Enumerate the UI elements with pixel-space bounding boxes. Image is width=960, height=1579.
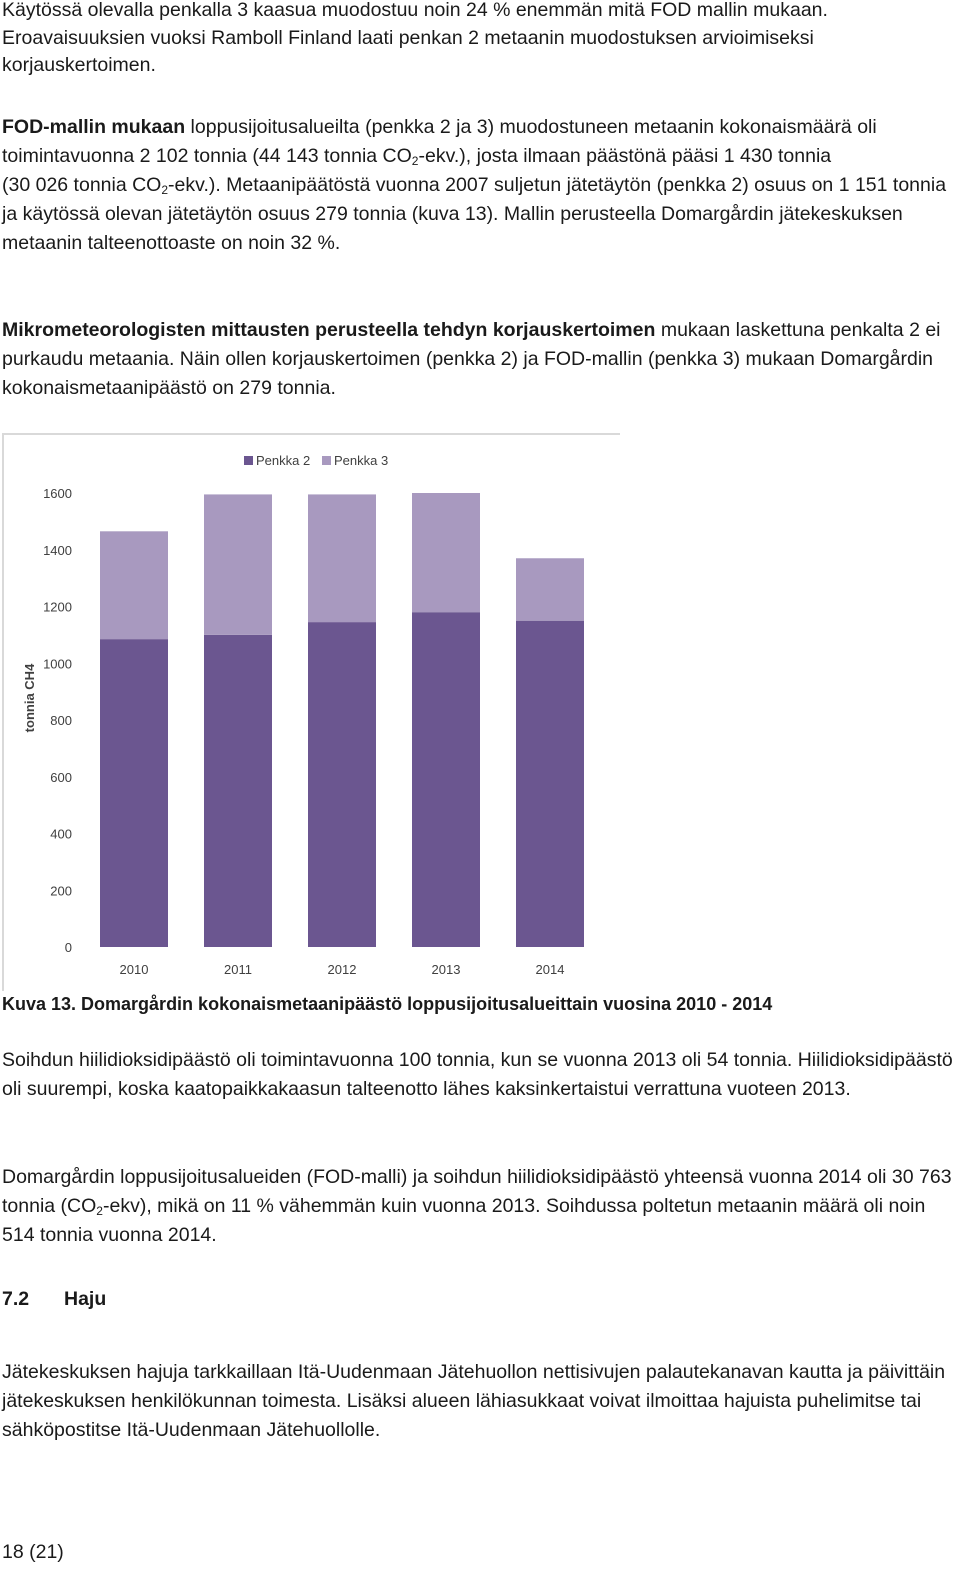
x-tick-label: 2010 [120,962,149,977]
y-tick-label: 200 [50,883,72,898]
x-tick-label: 2014 [536,962,565,977]
methane-chart: 0 200 400 600 800 1000 1200 1400 1600 tonnia CH4 2… [2,433,620,991]
y-tick-label: 1400 [43,543,72,558]
flare-paragraph: Soihdun hiilidioksidipäästö oli toiminta… [2,1049,953,1100]
legend-swatch [322,456,331,465]
intro-line-1: Käytössä olevalla penkalla 3 kaasua muod… [2,0,828,21]
y-tick-label: 1600 [43,486,72,501]
intro-paragraph: Käytössä olevalla penkalla 3 kaasua muod… [2,0,957,80]
x-tick-label: 2013 [432,962,461,977]
fod-text-3: (30 026 tonnia CO [2,174,162,196]
legend-label: Penkka 2 [256,453,310,468]
legend-label: Penkka 3 [334,453,388,468]
y-tick-label: 1200 [43,600,72,615]
y-tick-label: 1000 [43,656,72,671]
x-tick-label: 2012 [328,962,357,977]
page-number: 18 (21) [2,1541,64,1563]
section-heading: 7.2 Haju [2,1288,106,1311]
legend-swatch [244,456,253,465]
total-emissions-paragraph: Domargårdin loppusijoitusalueiden (FOD-m… [2,1163,957,1250]
intro-line-2: Eroavaisuuksien vuoksi Ramboll Finland l… [2,26,814,49]
y-tick-label: 800 [50,713,72,728]
section-number: 7.2 [2,1288,30,1310]
fod-sub-1: 2 [411,154,419,168]
odour-paragraph: Jätekeskuksen hajuja tarkkaillaan Itä-Uu… [2,1361,946,1441]
y-tick-label: 600 [50,770,72,785]
y-axis-label: tonnia CH4 [22,663,37,732]
y-tick-label: 0 [65,940,72,955]
bar-penkka-3-2012 [308,494,376,623]
intro-line-3: korjauskertoimen. [2,54,156,76]
fod-sub-2: 2 [161,183,169,197]
x-tick-label: 2011 [224,962,252,977]
chart-svg: 0 200 400 600 800 1000 1200 1400 1600 tonnia CH4 2… [22,453,584,977]
total-text-1: Domargårdin loppusijoitusalueiden (FOD-m… [2,1166,952,1217]
bar-penkka-3-2013 [412,493,480,613]
fod-text-2: -ekv.), josta ilmaan päästönä pääsi 1 43… [418,145,832,167]
bar-penkka-3-2014 [516,558,584,621]
section-title: Haju [64,1288,107,1310]
correction-paragraph: Mikrometeorologisten mittausten perustee… [2,316,957,403]
bar-penkka-2-2014 [516,620,584,947]
bar-penkka-3-2010 [100,531,168,640]
fod-text-1: loppusijoitusalueilta (penkka 2 ja 3) mu… [2,116,877,167]
total-sub: 2 [96,1204,103,1218]
bar-penkka-2-2010 [100,639,168,947]
fod-bold-lead: FOD-mallin mukaan [2,116,186,138]
bar-penkka-3-2011 [204,494,272,635]
figure-caption: Kuva 13. Domargårdin kokonaismetaanipääs… [2,994,773,1014]
correction-text: mukaan laskettuna penkalta 2 ei purkaudu… [2,319,941,399]
correction-bold-lead: Mikrometeorologisten mittausten perustee… [2,319,656,341]
bar-penkka-2-2013 [412,612,480,947]
fod-text-4: -ekv.). Metaanipäätöstä vuonna 2007 sulj… [2,174,947,254]
bar-penkka-2-2012 [308,622,376,947]
y-tick-label: 400 [50,827,72,842]
fod-paragraph: FOD-mallin mukaan loppusijoitusalueilta … [2,113,957,258]
bar-penkka-2-2011 [204,634,272,947]
total-text-2: -ekv), mikä on 11 % vähemmän kuin vuonna… [2,1195,926,1246]
